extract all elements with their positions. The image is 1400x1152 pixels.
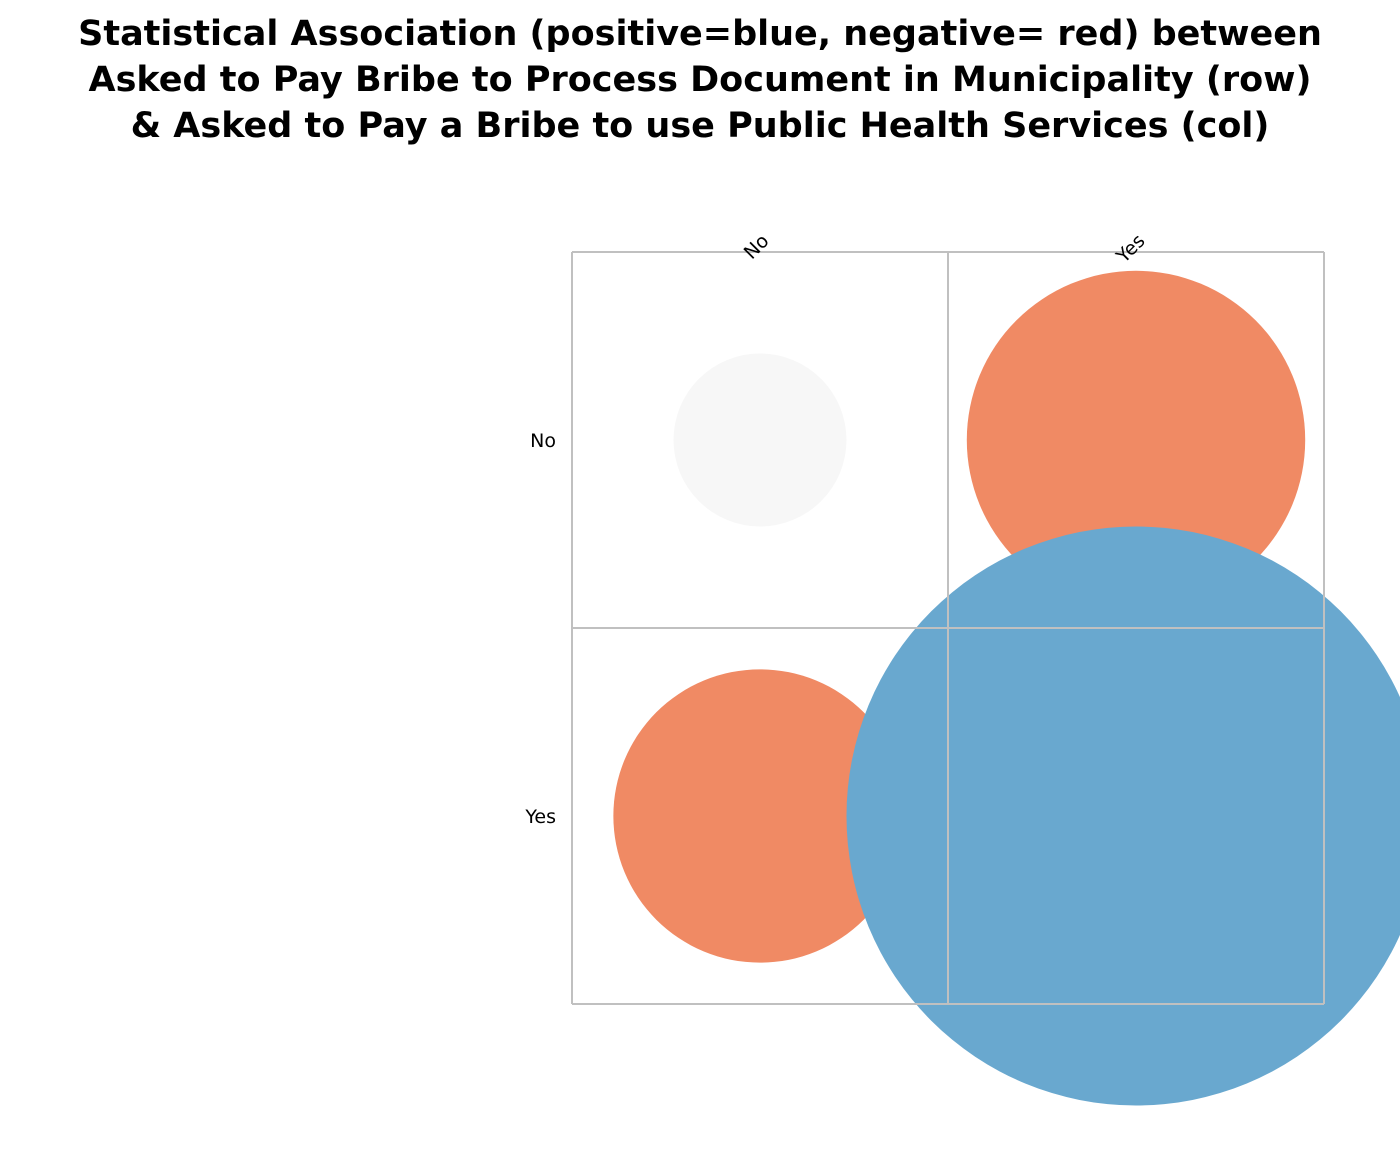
chart-title-line-1: Statistical Association (positive=blue, … xyxy=(78,14,1322,54)
row-label-1: Yes xyxy=(524,806,556,828)
matrix-grid xyxy=(571,251,1325,1005)
bubble-r0-c0 xyxy=(673,353,847,527)
column-label-1: Yes xyxy=(1112,230,1150,268)
column-label-0: No xyxy=(740,230,774,264)
column-axis-labels: No Yes xyxy=(740,230,1150,268)
bubble-r1-c0 xyxy=(613,669,907,963)
row-axis-labels: No Yes xyxy=(524,430,556,828)
chart-title-line-2: Asked to Pay Bribe to Process Document i… xyxy=(89,60,1312,100)
chart-title-line-3: & Asked to Pay a Bribe to use Public Hea… xyxy=(131,106,1270,146)
bubble-layer xyxy=(613,270,1400,1106)
row-label-0: No xyxy=(530,430,556,452)
bubble-r1-c1 xyxy=(846,526,1400,1106)
bubble-r0-c1 xyxy=(966,270,1306,610)
chart-title: Statistical Association (positive=blue, … xyxy=(78,14,1322,146)
